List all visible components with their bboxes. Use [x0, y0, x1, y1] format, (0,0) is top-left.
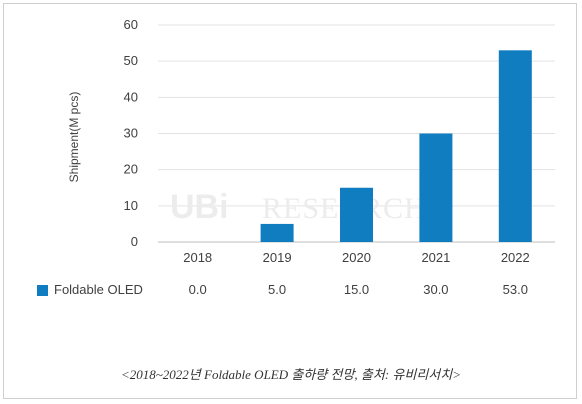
y-tick-label: 30 — [124, 126, 138, 141]
bar-2022 — [498, 50, 532, 242]
gridlines — [158, 24, 555, 243]
x-tick-label: 2022 — [501, 250, 530, 265]
x-axis-ticks: 2018 2019 2020 2021 2022 — [183, 250, 530, 265]
bar-2021 — [419, 133, 453, 242]
y-tick-label: 50 — [124, 53, 138, 68]
y-tick-label: 40 — [124, 89, 138, 104]
bar-2019 — [260, 223, 294, 242]
x-tick-label: 2018 — [183, 250, 212, 265]
y-tick-label: 20 — [124, 162, 138, 177]
figure-caption: <2018~2022년 Foldable OLED 출하량 전망, 출처: 유비… — [120, 367, 462, 382]
watermark-logo: UBi — [170, 188, 229, 226]
x-tick-label: 2019 — [263, 250, 292, 265]
bars — [260, 50, 532, 242]
y-tick-label: 60 — [124, 17, 138, 32]
x-tick-label: 2021 — [421, 250, 450, 265]
y-tick-label: 0 — [131, 234, 138, 249]
watermark: UBi RESEARCH — [170, 188, 426, 226]
data-table: Foldable OLED 0.0 5.0 15.0 30.0 53.0 — [37, 282, 528, 297]
legend-swatch — [37, 285, 48, 296]
y-tick-label: 10 — [124, 198, 138, 213]
bar-2020 — [340, 187, 373, 242]
data-table-value: 15.0 — [344, 282, 369, 297]
data-table-value: 30.0 — [423, 282, 448, 297]
data-table-value: 0.0 — [189, 282, 207, 297]
data-table-series-label: Foldable OLED — [54, 282, 143, 297]
data-table-value: 5.0 — [268, 282, 286, 297]
x-tick-label: 2020 — [342, 250, 371, 265]
y-axis-ticks: 0 10 20 30 40 50 60 — [124, 17, 138, 249]
data-table-value: 53.0 — [503, 282, 528, 297]
y-axis-label: Shipment(M pcs) — [67, 92, 81, 183]
chart-frame — [3, 3, 577, 399]
